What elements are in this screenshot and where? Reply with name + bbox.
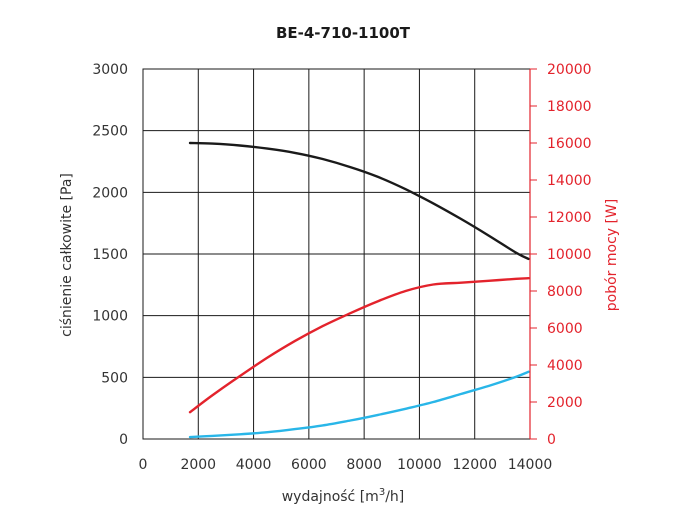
x-tick-label: 2000 bbox=[180, 457, 216, 473]
y2-tick-label: 20000 bbox=[547, 62, 592, 78]
series-line-efficiency bbox=[188, 370, 530, 439]
x-tick-label: 8000 bbox=[346, 457, 382, 473]
x-tick-labels: 0 2000 4000 6000 8000 10000 12000 14000 bbox=[139, 457, 553, 473]
y-tick-labels: 0 500 1000 1500 2000 2500 3000 bbox=[92, 62, 128, 448]
x-axis-label-sup: 3 bbox=[379, 487, 385, 498]
y2-tick-label: 8000 bbox=[547, 284, 583, 300]
x-axis-label-prefix: wydajność [m bbox=[282, 489, 379, 505]
y2-tick-label: 18000 bbox=[547, 99, 592, 115]
y-tick-label: 2000 bbox=[92, 185, 128, 201]
y-tick-label: 1500 bbox=[92, 247, 128, 263]
y2-tick-label: 4000 bbox=[547, 358, 583, 374]
series-line-pressure bbox=[188, 141, 530, 261]
y2-tick-label: 2000 bbox=[547, 395, 583, 411]
series-line-power bbox=[188, 277, 530, 414]
x-tick-label: 6000 bbox=[291, 457, 327, 473]
y2-tick-label: 6000 bbox=[547, 321, 583, 337]
y2-tick-labels: 0 2000 4000 6000 8000 10000 12000 14000 16000 180… bbox=[529, 62, 592, 448]
x-tick-label: 0 bbox=[139, 457, 148, 473]
x-axis-label-suffix: /h] bbox=[385, 489, 404, 505]
x-tick-label: 4000 bbox=[236, 457, 272, 473]
y2-tick-label: 14000 bbox=[547, 173, 592, 189]
x-axis-label: wydajność [m3/h] bbox=[282, 487, 405, 505]
y-tick-label: 500 bbox=[101, 370, 128, 386]
y2-tick-label: 16000 bbox=[547, 136, 592, 152]
y2-axis-label: pobór mocy [W] bbox=[604, 199, 620, 312]
x-tick-label: 10000 bbox=[397, 457, 442, 473]
y-axis-label: ciśnienie całkowite [Pa] bbox=[59, 173, 75, 337]
y2-tick-label: 0 bbox=[547, 432, 556, 448]
y-tick-label: 2500 bbox=[92, 124, 128, 140]
series-layer bbox=[188, 141, 530, 439]
x-tick-label: 14000 bbox=[508, 457, 553, 473]
chart-title: BE-4-710-1100T bbox=[276, 24, 411, 42]
y-tick-label: 1000 bbox=[92, 309, 128, 325]
y2-tick-label: 12000 bbox=[547, 210, 592, 226]
x-tick-label: 12000 bbox=[452, 457, 497, 473]
y-tick-label: 3000 bbox=[92, 62, 128, 78]
chart-grid bbox=[142, 68, 531, 440]
y-tick-label: 0 bbox=[119, 432, 128, 448]
y2-tick-label: 10000 bbox=[547, 247, 592, 263]
